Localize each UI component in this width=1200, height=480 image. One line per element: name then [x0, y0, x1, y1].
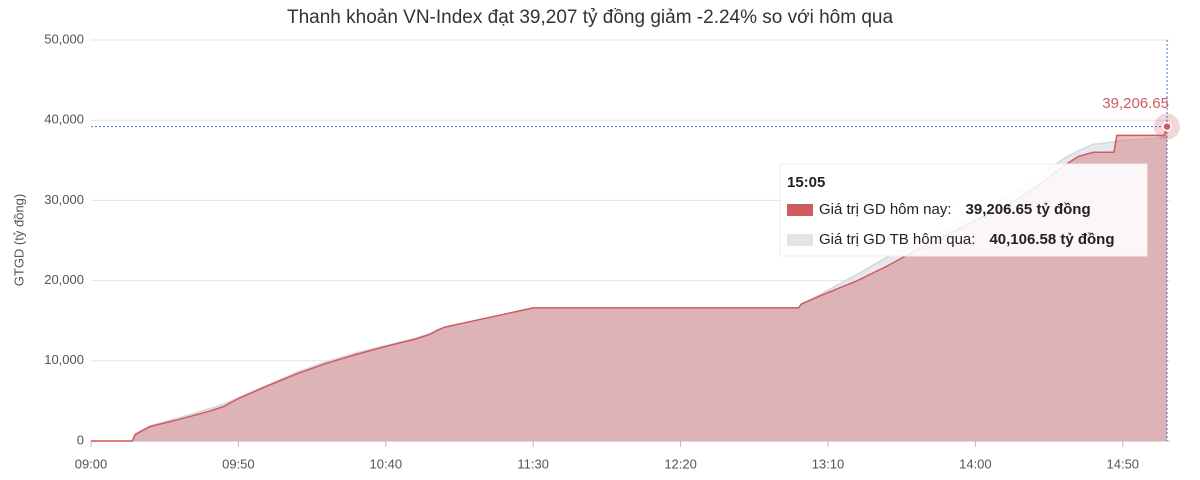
x-tick-label: 09:50	[222, 456, 255, 471]
legend-swatch	[787, 204, 813, 216]
y-tick-label: 50,000	[44, 31, 84, 46]
tooltip-value: 39,206.65 tỷ đồng	[966, 201, 1091, 218]
marker	[1162, 121, 1172, 132]
tooltip-value: 40,106.58 tỷ đồng	[989, 231, 1114, 248]
y-tick-label: 10,000	[44, 352, 84, 367]
y-tick-label: 40,000	[44, 112, 84, 127]
area	[91, 126, 1167, 441]
x-tick-label: 14:00	[959, 456, 992, 471]
area	[91, 119, 1167, 442]
tooltip: 15:05 Giá trị GD hôm nay: 39,206.65 tỷ đồn…	[779, 163, 1148, 257]
x-tick-label: 09:00	[75, 456, 108, 471]
x-tick-label: 11:30	[517, 456, 549, 471]
chart-title: Thanh khoản VN-Index đạt 39,207 tỷ đồng …	[287, 7, 893, 28]
x-tick-label: 14:50	[1107, 456, 1140, 471]
y-tick-label: 0	[77, 432, 84, 447]
y-tick-label: 30,000	[44, 192, 84, 207]
y-tick-label: 20,000	[44, 272, 84, 287]
legend-swatch	[787, 234, 813, 246]
last-value-label: 39,206.65	[1102, 95, 1169, 112]
legend-label: Giá trị GD hôm nay:	[819, 201, 952, 218]
line	[91, 126, 1168, 442]
tooltip-title: 15:05	[787, 174, 825, 191]
y-axis-label: GTGD (tỷ đồng)	[11, 194, 26, 286]
x-tick-label: 10:40	[370, 456, 403, 471]
legend-label: Giá trị GD TB hôm qua:	[819, 231, 975, 248]
x-tick-label: 12:20	[664, 456, 697, 471]
x-tick-label: 13:10	[812, 456, 845, 471]
tooltip-box	[779, 163, 1148, 257]
